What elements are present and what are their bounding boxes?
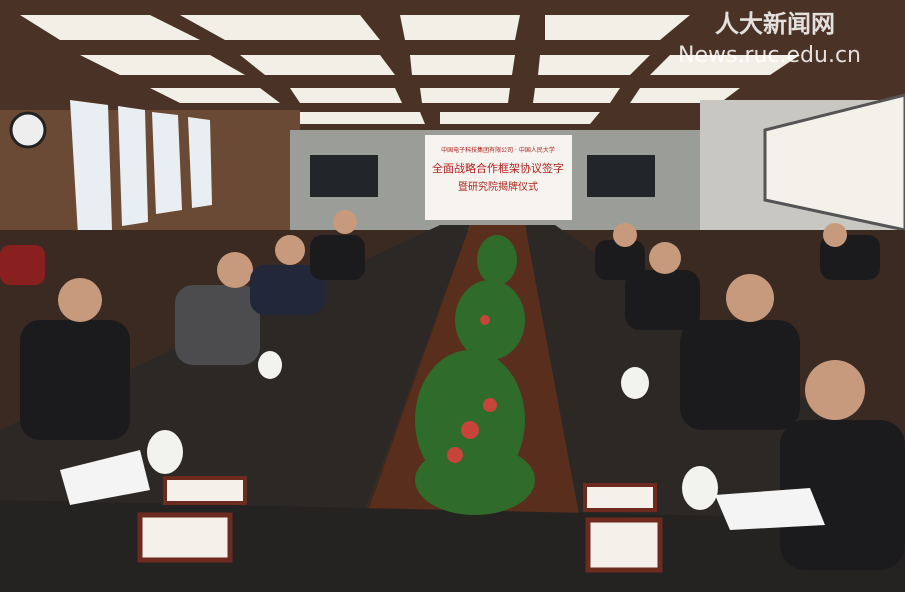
- flowers: [447, 315, 497, 463]
- screen-subtitle: 暨研究院揭牌仪式: [458, 180, 538, 193]
- projection-screen: [425, 135, 572, 220]
- people: [0, 210, 905, 570]
- watermark-logo: 人大新闻网: [715, 10, 835, 38]
- watermark-site: News.ruc.edu.cn: [678, 43, 861, 68]
- table-items: [60, 351, 825, 573]
- tv: [310, 155, 378, 197]
- screen-header: 中国电子科技集团有限公司 · 中国人民大学: [441, 146, 555, 154]
- windows: [70, 100, 212, 235]
- tv: [587, 155, 655, 197]
- table-left: [0, 225, 470, 510]
- ceiling-lights: [20, 15, 800, 124]
- screen-title: 全面战略合作框架协议签字: [432, 161, 564, 175]
- calligraphy: [763, 93, 905, 232]
- clock: [9, 111, 47, 149]
